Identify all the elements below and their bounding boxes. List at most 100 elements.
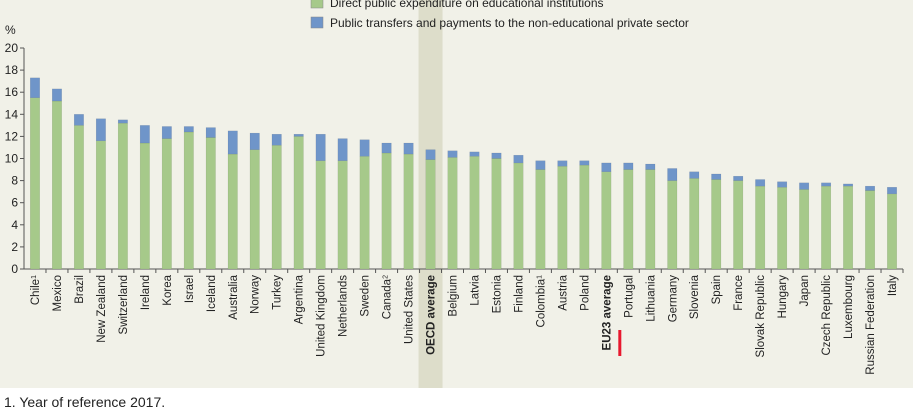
bar-segment-direct bbox=[183, 131, 194, 270]
bar-segment-direct bbox=[95, 140, 106, 270]
x-tick-label-footnote-marker: 2 bbox=[382, 275, 389, 279]
x-tick-label: Slovenia bbox=[689, 274, 701, 319]
y-tick-label: 16 bbox=[5, 85, 19, 99]
bar-segment-transfers bbox=[711, 173, 722, 180]
y-tick-label: 10 bbox=[5, 152, 19, 166]
bar-segment-transfers bbox=[447, 150, 458, 158]
legend-swatch bbox=[310, 16, 324, 29]
bar-segment-transfers bbox=[139, 125, 150, 144]
x-tick-label-footnote-marker: 1 bbox=[30, 275, 37, 279]
bar-segment-transfers bbox=[513, 154, 524, 164]
y-tick-label: 14 bbox=[5, 107, 19, 121]
bar-segment-direct bbox=[315, 160, 326, 270]
bar-segment-direct bbox=[249, 149, 260, 270]
bar-segment-direct bbox=[777, 187, 788, 270]
bar-segment-direct bbox=[601, 171, 612, 270]
bar-segment-transfers bbox=[73, 114, 84, 126]
bar-segment-transfers bbox=[95, 118, 106, 142]
bar-segment-direct bbox=[425, 159, 436, 270]
x-tick-label: Latvia bbox=[469, 274, 481, 305]
bar-segment-transfers bbox=[425, 149, 436, 160]
x-tick-label: United States bbox=[404, 275, 416, 344]
x-tick-label: Spain bbox=[711, 275, 723, 304]
bar-segment-transfers bbox=[821, 182, 832, 187]
bar-segment-direct bbox=[381, 152, 392, 270]
bar-segment-transfers bbox=[689, 171, 700, 179]
bar-segment-transfers bbox=[52, 88, 62, 102]
y-tick-label: 0 bbox=[11, 262, 18, 276]
x-tick-label: OECD average bbox=[426, 275, 438, 355]
x-tick-label: Netherlands bbox=[338, 275, 350, 337]
x-tick-label: Poland bbox=[579, 275, 591, 311]
bar-segment-direct bbox=[821, 185, 832, 270]
bar-segment-direct bbox=[755, 185, 766, 270]
bar-segment-transfers bbox=[227, 130, 238, 155]
x-tick-label: Finland bbox=[513, 275, 525, 313]
bar-segment-direct bbox=[73, 125, 84, 270]
bar-segment-transfers bbox=[359, 139, 370, 157]
bar-segment-direct bbox=[887, 193, 897, 270]
bar-segment-transfers bbox=[161, 126, 172, 139]
bar-segment-transfers bbox=[799, 182, 810, 190]
x-tick-label: Italy bbox=[887, 275, 899, 296]
bar-segment-transfers bbox=[579, 160, 590, 166]
y-tick-label: 6 bbox=[11, 196, 18, 210]
x-tick-label: Hungary bbox=[777, 275, 789, 319]
bar-segment-direct bbox=[227, 153, 238, 270]
legend-swatch bbox=[310, 0, 324, 9]
x-tick-label: Germany bbox=[667, 275, 679, 323]
bar-segment-direct bbox=[689, 178, 700, 270]
y-tick-label: 20 bbox=[5, 41, 19, 55]
bar-segment-transfers bbox=[205, 127, 216, 138]
bar-segment-transfers bbox=[601, 162, 612, 172]
bar-segment-direct bbox=[579, 164, 590, 270]
bar-segment-direct bbox=[535, 169, 546, 270]
legend-label: Direct public expenditure on educational… bbox=[330, 0, 604, 10]
bar-segment-transfers bbox=[733, 175, 744, 181]
x-tick-label: Japan bbox=[799, 275, 811, 306]
x-tick-label: Turkey bbox=[272, 275, 284, 310]
bar-segment-direct bbox=[843, 185, 854, 270]
x-tick-label: Lithuania bbox=[645, 274, 657, 321]
bar-segment-transfers bbox=[30, 77, 40, 98]
x-tick-label: Russian Federation bbox=[865, 275, 877, 375]
bar-segment-direct bbox=[447, 157, 458, 270]
bar-segment-transfers bbox=[557, 160, 568, 167]
x-tick-label: Czech Republic bbox=[821, 275, 833, 356]
x-tick-label-footnote-marker: 1 bbox=[536, 275, 543, 279]
legend-label: Public transfers and payments to the non… bbox=[330, 16, 689, 30]
bar-segment-transfers bbox=[117, 119, 128, 124]
bar-segment-transfers bbox=[623, 162, 634, 170]
x-tick-label: New Zealand bbox=[96, 275, 108, 343]
bar-segment-transfers bbox=[337, 138, 348, 161]
bar-segment-transfers bbox=[755, 179, 766, 187]
bar-segment-direct bbox=[337, 160, 348, 270]
bar-segment-direct bbox=[623, 169, 634, 270]
bar-segment-transfers bbox=[843, 183, 854, 187]
bar-segment-direct bbox=[403, 153, 414, 270]
bar-segment-direct bbox=[139, 142, 150, 270]
y-tick-label: 8 bbox=[11, 174, 18, 188]
x-tick-label: Argentina bbox=[294, 274, 306, 324]
x-tick-label: Brazil bbox=[74, 275, 86, 304]
x-tick-label: United Kingdom bbox=[316, 275, 328, 357]
x-tick-label: Norway bbox=[250, 275, 262, 314]
highlight-marker bbox=[618, 330, 622, 356]
bar-segment-transfers bbox=[381, 142, 392, 154]
bar-segment-transfers bbox=[293, 133, 304, 137]
x-tick-label: Estonia bbox=[491, 274, 503, 313]
bar-segment-transfers bbox=[403, 142, 414, 155]
footnote: 1. Year of reference 2017. bbox=[4, 394, 166, 410]
y-tick-label: 12 bbox=[5, 129, 19, 143]
stacked-bar-chart: Direct public expenditure on educational… bbox=[5, 0, 904, 388]
x-tick-label: Colombia1 bbox=[535, 275, 547, 328]
bar-segment-direct bbox=[205, 137, 216, 270]
bar-segment-direct bbox=[733, 180, 744, 270]
bar-segment-direct bbox=[30, 97, 40, 270]
bar-segment-direct bbox=[117, 122, 128, 270]
bar-segment-transfers bbox=[249, 132, 260, 150]
x-tick-label: Korea bbox=[162, 274, 174, 305]
bar-segment-transfers bbox=[469, 151, 480, 157]
bar-segment-transfers bbox=[491, 152, 502, 159]
x-tick-label: Mexico bbox=[52, 275, 64, 311]
